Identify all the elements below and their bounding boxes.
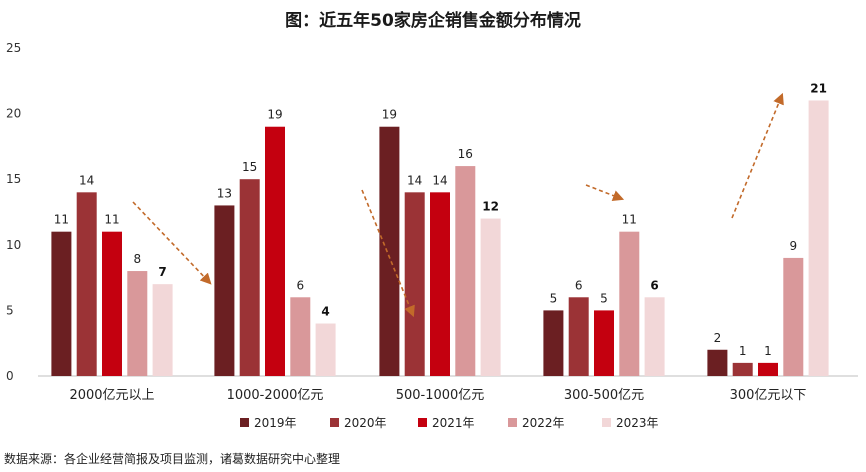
bar (619, 231, 640, 376)
y-tick-label: 5 (6, 303, 14, 317)
bar (315, 323, 336, 376)
data-label: 2 (714, 331, 722, 345)
data-label: 19 (267, 108, 282, 122)
legend-swatch (240, 418, 249, 427)
y-tick-label: 25 (6, 41, 21, 55)
data-label: 4 (321, 305, 329, 319)
data-label: 12 (482, 200, 499, 214)
data-label: 11 (104, 213, 119, 227)
bar (127, 271, 148, 376)
data-label: 6 (296, 278, 304, 292)
data-label: 11 (54, 213, 69, 227)
trend-arrow-4 (731, 92, 784, 219)
bar (290, 297, 311, 376)
data-label: 14 (432, 173, 447, 187)
bars-group (51, 100, 829, 376)
y-axis: 0 5 10 15 20 25 (6, 41, 21, 383)
legend-label: 2023年 (616, 416, 659, 430)
bar (594, 310, 614, 376)
category-label: 2000亿元以上 (69, 388, 154, 403)
legend-swatch (330, 418, 339, 427)
data-label: 1 (739, 344, 747, 358)
data-label: 5 (600, 291, 608, 305)
category-label: 1000-2000亿元 (227, 388, 324, 403)
source-note: 数据来源：各企业经营简报及项目监测，诸葛数据研究中心整理 (4, 452, 341, 466)
bar (265, 126, 285, 376)
bar (430, 192, 450, 376)
y-tick-label: 10 (6, 238, 21, 252)
category-label: 300亿元以下 (730, 388, 807, 403)
data-label: 21 (810, 81, 827, 95)
data-label: 14 (79, 173, 94, 187)
bar (783, 257, 804, 376)
bar (480, 218, 501, 376)
legend-label: 2020年 (344, 416, 387, 430)
trend-arrow-1 (132, 201, 212, 285)
data-label: 8 (133, 252, 141, 266)
data-label: 6 (575, 278, 583, 292)
bar (455, 166, 476, 376)
y-tick-label: 0 (6, 369, 14, 383)
legend-label: 2021年 (432, 416, 475, 430)
legend-label: 2019年 (254, 416, 297, 430)
chart-title: 图：近五年50家房企销售金额分布情况 (285, 11, 581, 31)
bar (102, 231, 122, 376)
data-label: 19 (382, 108, 397, 122)
data-label: 11 (622, 213, 637, 227)
bar (543, 310, 564, 376)
trend-arrow-3 (585, 184, 625, 201)
data-label: 5 (550, 291, 558, 305)
bar (568, 297, 589, 376)
data-label: 13 (217, 186, 232, 200)
legend-swatch (508, 418, 517, 427)
data-label: 7 (158, 265, 166, 279)
bar (732, 362, 753, 376)
bar (404, 192, 425, 376)
bar (152, 284, 173, 376)
data-label: 9 (789, 239, 797, 253)
y-tick-label: 20 (6, 107, 21, 121)
bar (808, 100, 829, 376)
legend-label: 2022年 (522, 416, 565, 430)
data-label: 16 (458, 147, 473, 161)
legend-swatch (418, 418, 427, 427)
bar (239, 179, 260, 376)
bar (214, 205, 235, 376)
bar (707, 349, 728, 376)
bar (379, 126, 400, 376)
bar (51, 231, 72, 376)
data-label: 15 (242, 160, 257, 174)
bar (644, 297, 665, 376)
category-label: 300-500亿元 (564, 388, 644, 403)
trend-arrow-2 (361, 189, 415, 318)
data-label: 1 (764, 344, 772, 358)
y-tick-label: 15 (6, 172, 21, 186)
legend-swatch (602, 418, 611, 427)
category-labels-group: 2000亿元以上 1000-2000亿元 500-1000亿元 300-500亿元 30… (69, 388, 806, 403)
legend: 2019年 2020年 2021年 2022年 2023年 (240, 416, 659, 430)
bar (758, 362, 778, 376)
data-label: 14 (407, 173, 422, 187)
bar (76, 192, 97, 376)
trend-arrows-group (132, 92, 784, 318)
data-label: 6 (650, 278, 658, 292)
category-label: 500-1000亿元 (396, 388, 485, 403)
